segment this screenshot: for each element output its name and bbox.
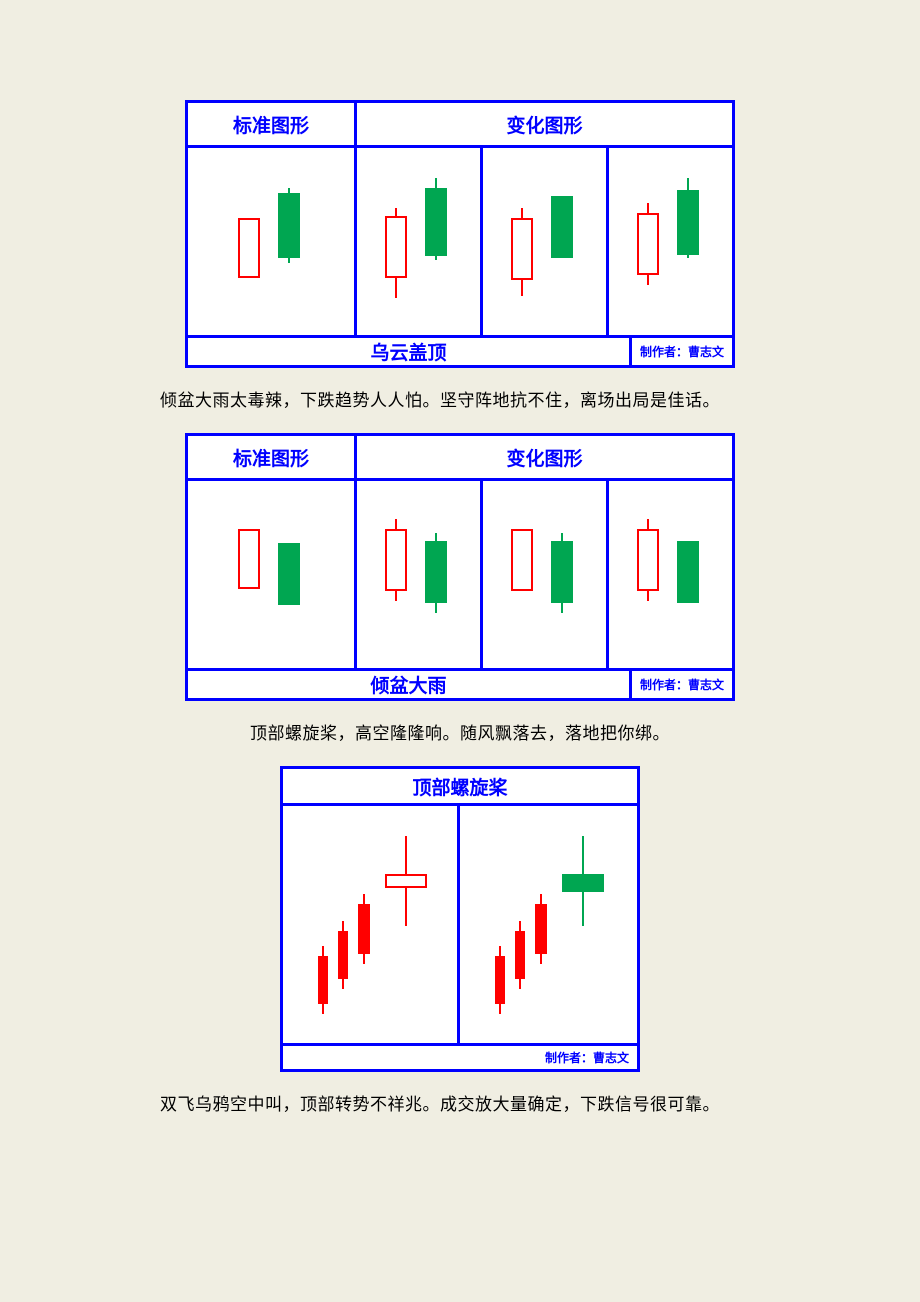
candle-body <box>677 541 699 603</box>
candle-body <box>425 541 447 603</box>
candle <box>385 148 407 335</box>
candle <box>551 148 573 335</box>
pattern-cell <box>185 481 357 671</box>
chart-credit: 制作者：曹志文 <box>280 1046 640 1072</box>
pattern-cell <box>357 481 483 671</box>
candle <box>425 148 447 335</box>
pattern-cell <box>483 148 609 338</box>
candle-body <box>385 529 407 591</box>
candle <box>358 806 370 1043</box>
candle-body <box>677 190 699 255</box>
header-cell: 变化图形 <box>357 100 735 148</box>
pattern-cell <box>609 481 735 671</box>
candle <box>278 148 300 335</box>
caption-2: 顶部螺旋桨，高空隆隆响。随风飘落去，落地把你绑。 <box>0 719 920 744</box>
chart-dingbuluoxuanjiang: 顶部螺旋桨制作者：曹志文 <box>280 766 640 1072</box>
caption-3: 双飞乌鸦空中叫，顶部转势不祥兆。成交放大量确定，下跌信号很可靠。 <box>0 1090 920 1115</box>
candle-body <box>318 956 328 1004</box>
candle-body <box>562 874 604 892</box>
chart-credit: 制作者：曹志文 <box>632 671 735 701</box>
pattern-cell <box>483 481 609 671</box>
candle-body <box>637 529 659 591</box>
candle <box>677 148 699 335</box>
candle-body <box>535 904 547 954</box>
pattern-cell <box>609 148 735 338</box>
candle <box>551 481 573 668</box>
chart-title: 乌云盖顶 <box>185 338 632 368</box>
candle <box>385 481 407 668</box>
chart-qingpendayu: 标准图形变化图形倾盆大雨制作者：曹志文 <box>185 433 735 701</box>
pattern-cell <box>185 148 357 338</box>
candle <box>238 481 260 668</box>
candle <box>278 481 300 668</box>
candle-body <box>385 874 427 888</box>
candle <box>318 806 328 1043</box>
candle <box>385 806 427 1043</box>
pattern-cell <box>280 806 460 1046</box>
candle-body <box>637 213 659 275</box>
candle <box>562 806 604 1043</box>
chart-credit: 制作者：曹志文 <box>632 338 735 368</box>
candle-body <box>551 541 573 603</box>
candle-body <box>551 196 573 258</box>
candle-body <box>511 529 533 591</box>
candle-body <box>238 529 260 589</box>
candle <box>511 481 533 668</box>
candle-body <box>385 216 407 278</box>
candle <box>511 148 533 335</box>
candle-body <box>495 956 505 1004</box>
header-cell: 标准图形 <box>185 433 357 481</box>
header-cell: 标准图形 <box>185 100 357 148</box>
pattern-cell <box>460 806 640 1046</box>
candle <box>425 481 447 668</box>
caption-1: 倾盆大雨太毒辣，下跌趋势人人怕。坚守阵地抗不住，离场出局是佳话。 <box>0 386 920 411</box>
candle <box>677 481 699 668</box>
candle-body <box>238 218 260 278</box>
pattern-cell <box>357 148 483 338</box>
candle-body <box>338 931 348 979</box>
candle <box>515 806 525 1043</box>
candle-body <box>425 188 447 256</box>
candle <box>535 806 547 1043</box>
candle <box>338 806 348 1043</box>
candle <box>238 148 260 335</box>
candle <box>495 806 505 1043</box>
candle-body <box>278 193 300 258</box>
candle-body <box>278 543 300 605</box>
candle <box>637 148 659 335</box>
candle-body <box>358 904 370 954</box>
candle-body <box>515 931 525 979</box>
candle-body <box>511 218 533 280</box>
header-cell: 变化图形 <box>357 433 735 481</box>
chart-wuyungaiding: 标准图形变化图形乌云盖顶制作者：曹志文 <box>185 100 735 368</box>
candle <box>637 481 659 668</box>
chart-title: 顶部螺旋桨 <box>280 766 640 806</box>
chart-title: 倾盆大雨 <box>185 671 632 701</box>
